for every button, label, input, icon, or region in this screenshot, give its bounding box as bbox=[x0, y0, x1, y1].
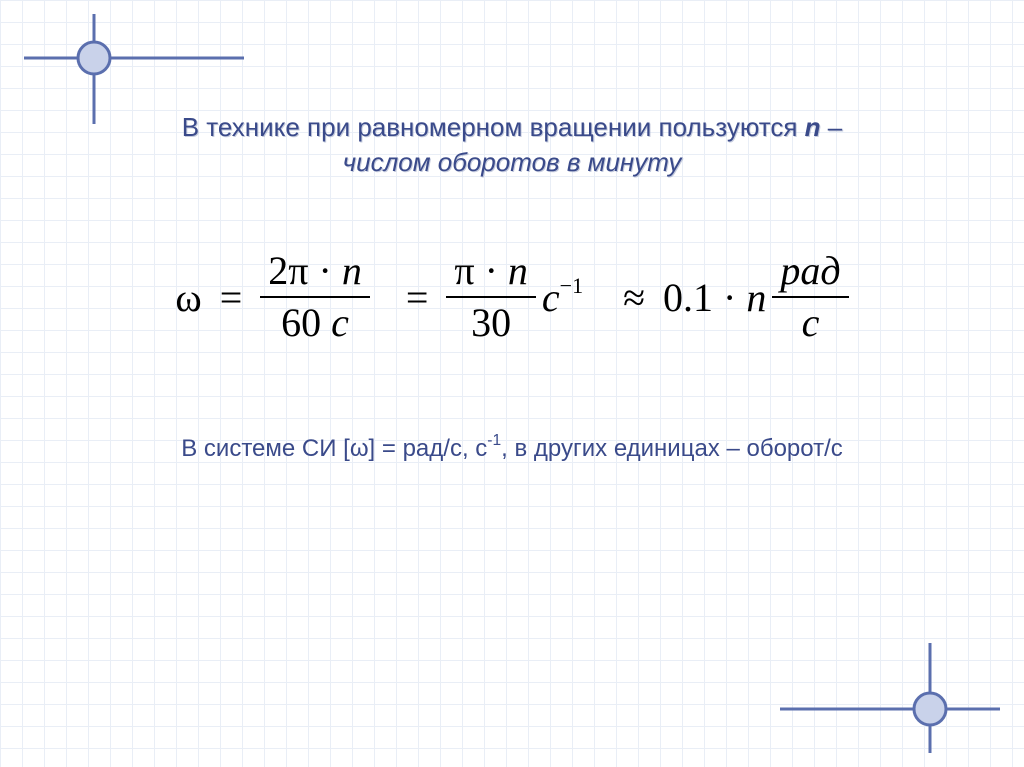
term-2: π · n 30 c−1 bbox=[446, 250, 583, 344]
term-2-unit: c−1 bbox=[542, 274, 583, 321]
fraction-3: рад c bbox=[772, 250, 848, 344]
omega-symbol: ω bbox=[175, 274, 201, 321]
term-3: 0.1 · n рад c bbox=[663, 250, 849, 344]
heading-line1-suffix: – bbox=[821, 112, 843, 142]
fraction-3-num: рад bbox=[772, 250, 848, 292]
footnote-exponent: -1 bbox=[487, 432, 501, 449]
fraction-1-num: 2π · n bbox=[260, 250, 370, 292]
term-3-coef: 0.1 · n bbox=[663, 274, 766, 321]
fraction-2-bar bbox=[446, 296, 536, 298]
footnote: В системе СИ [ω] = рад/с, с-1, в других … bbox=[60, 434, 964, 463]
equals-2: = bbox=[402, 274, 433, 321]
formula: ω = 2π · n 60 c = π · n bbox=[175, 250, 848, 344]
fraction-2-den: 30 bbox=[463, 302, 519, 344]
heading-variable-n: n bbox=[805, 112, 821, 142]
fraction-2: π · n 30 bbox=[446, 250, 536, 344]
fraction-1: 2π · n 60 c bbox=[260, 250, 370, 344]
fraction-3-den: c bbox=[794, 302, 828, 344]
fraction-1-bar bbox=[260, 296, 370, 298]
slide-page: В технике при равномерном вращении польз… bbox=[0, 0, 1024, 767]
heading-line1-prefix: В технике при равномерном вращении польз… bbox=[182, 112, 805, 142]
approx: ≈ bbox=[619, 274, 649, 321]
formula-row: ω = 2π · n 60 c = π · n bbox=[60, 250, 964, 344]
footnote-prefix: В системе СИ [ω] = рад/с, с bbox=[181, 435, 487, 462]
heading: В технике при равномерном вращении польз… bbox=[60, 110, 964, 180]
content-area: В технике при равномерном вращении польз… bbox=[0, 0, 1024, 463]
heading-line2: числом оборотов в минуту bbox=[343, 147, 682, 177]
footnote-suffix: , в других единицах – оборот/с bbox=[501, 435, 843, 462]
fraction-2-num: π · n bbox=[446, 250, 536, 292]
fraction-3-bar bbox=[772, 296, 848, 298]
fraction-1-den: 60 c bbox=[273, 302, 357, 344]
equals-1: = bbox=[216, 274, 247, 321]
